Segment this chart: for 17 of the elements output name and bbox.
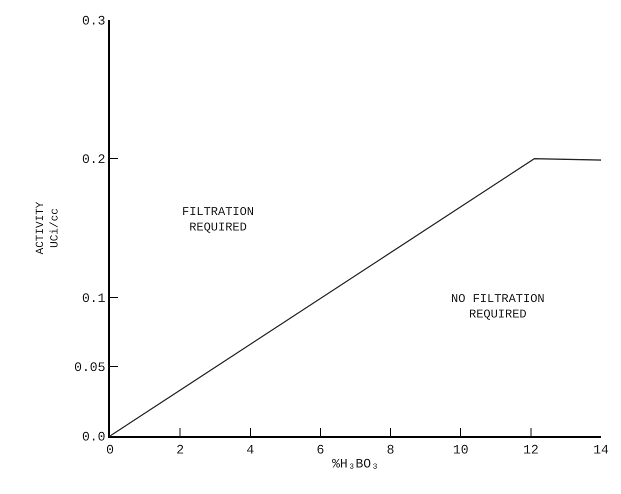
y-tick-label: 0.05 [74,360,106,376]
annotation: FILTRATION REQUIRED [182,205,254,235]
x-tick-label: 4 [246,442,254,458]
x-tick-label: 8 [386,442,394,458]
x-tick-label: 14 [593,442,609,458]
x-tick-label: 6 [316,442,324,458]
y-axis-title: ACTIVITY UCi/cc [35,201,62,254]
x-tick-label: 10 [452,442,469,458]
x-tick-label: 12 [523,442,539,458]
y-tick-label: 0.0 [82,430,106,445]
y-tick-label: 0.2 [82,152,106,168]
x-tick-label: 0 [106,442,114,458]
x-axis-title: %H₃BO₃ [332,456,379,472]
annotation: NO FILTRATION REQUIRED [451,292,545,322]
y-tick-label: 0.1 [82,290,106,306]
y-tick-label: 0.3 [82,14,106,29]
x-tick-label: 2 [176,442,184,458]
